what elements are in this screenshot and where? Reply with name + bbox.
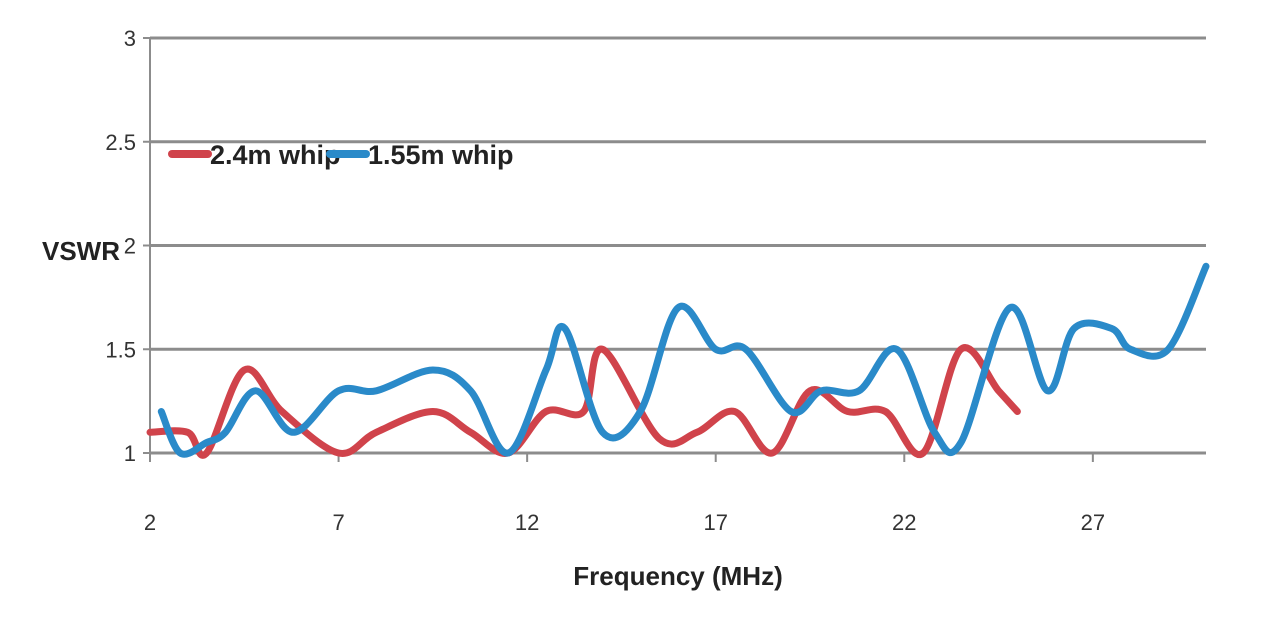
y-tick-label: 1: [124, 441, 136, 466]
tick-labels: 11.522.532 7 12 17 22 27: [105, 26, 1105, 535]
y-tick-label: 1.5: [105, 337, 136, 362]
legend: 2.4m whip 1.55m whip: [168, 140, 514, 170]
series-line-1: [146, 344, 1021, 459]
x-tick-label: 27: [1081, 510, 1105, 535]
legend-label-1: 2.4m whip: [210, 140, 341, 170]
y-tick-label: 3: [124, 26, 136, 51]
y-tick-label: 2: [124, 234, 136, 259]
axes: [143, 37, 1094, 462]
series-line-2: [157, 262, 1210, 458]
y-axis-title: VSWR: [42, 236, 120, 266]
legend-label-2: 1.55m whip: [368, 140, 514, 170]
x-tick-label: 22: [892, 510, 916, 535]
series-group: [146, 262, 1210, 459]
y-tick-label: 2.5: [105, 130, 136, 155]
x-tick-label: 17: [703, 510, 727, 535]
x-tick-label: 2: [144, 510, 156, 535]
x-tick-label: 7: [332, 510, 344, 535]
x-tick-label: 12: [515, 510, 539, 535]
x-axis-title: Frequency (MHz): [573, 561, 782, 591]
